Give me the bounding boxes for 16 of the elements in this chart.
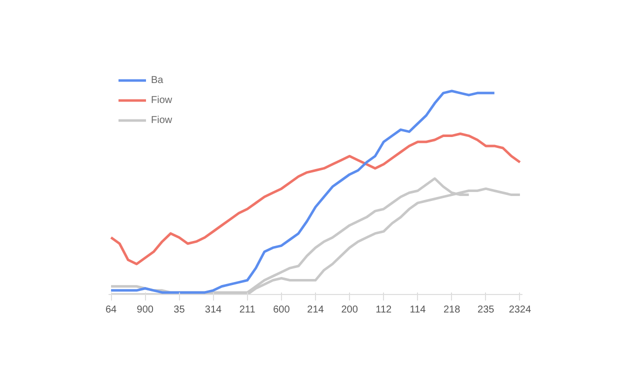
legend-label: Fiow [151, 114, 172, 126]
legend-label: Fiow [151, 94, 172, 106]
x-tick-label: 200 [341, 304, 358, 316]
x-tick-label: 64 [105, 304, 118, 316]
x-tick-label: 35 [174, 304, 186, 316]
x-tick-label: 314 [204, 304, 222, 316]
x-tick-label: 211 [239, 304, 256, 316]
x-tick-label: 218 [443, 304, 461, 316]
x-tick-label: 214 [307, 304, 324, 316]
legend-label: Ba [151, 74, 164, 86]
x-tick-label: 900 [136, 304, 154, 316]
x-tick-label: 112 [376, 304, 392, 316]
x-tick-label: 2324 [508, 304, 532, 316]
x-tick-label: 600 [273, 304, 290, 316]
x-tick-label: 235 [478, 304, 495, 316]
x-tick-label: 114 [410, 304, 426, 316]
